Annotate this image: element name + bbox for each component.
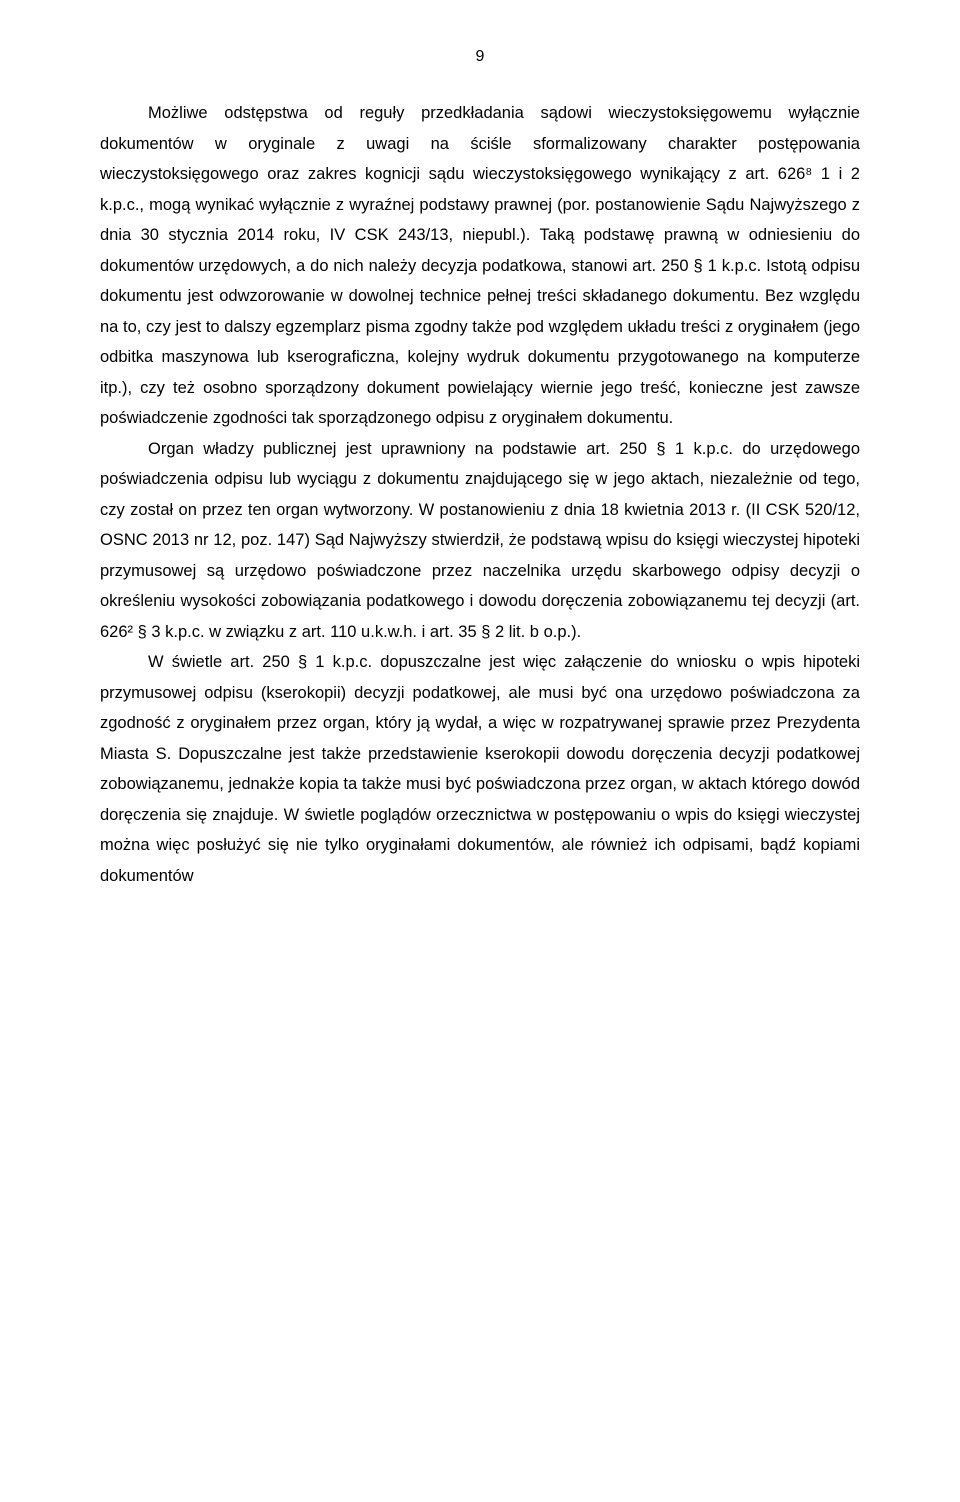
paragraph: Organ władzy publicznej jest uprawniony … (100, 434, 860, 648)
paragraph: Możliwe odstępstwa od reguły przedkładan… (100, 98, 860, 434)
page-number: 9 (100, 48, 860, 66)
document-page: 9 Możliwe odstępstwa od reguły przedkład… (0, 0, 960, 1502)
body-text: Możliwe odstępstwa od reguły przedkładan… (100, 98, 860, 891)
paragraph: W świetle art. 250 § 1 k.p.c. dopuszczal… (100, 647, 860, 891)
